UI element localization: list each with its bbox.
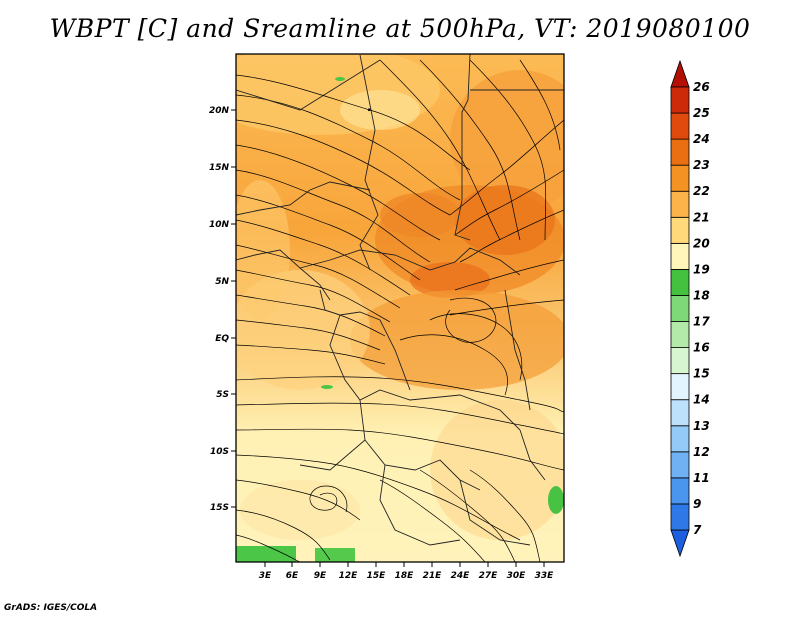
lon-tick-30E: 30E — [507, 562, 527, 581]
colorbar-label: 7 — [693, 523, 702, 537]
colorbar-segment — [670, 112, 690, 140]
colorbar-label: 26 — [693, 80, 710, 94]
colorbar-segment — [670, 503, 690, 531]
lat-tick-5S: 5S — [216, 390, 236, 400]
colorbar-label: 22 — [693, 184, 710, 198]
colorbar-segment — [670, 321, 690, 348]
svg-text:21E: 21E — [423, 571, 443, 581]
colorbar-label: 20 — [693, 236, 710, 250]
colorbar-label: 11 — [693, 471, 710, 485]
svg-text:6E: 6E — [286, 571, 299, 581]
colorbar-label: 15 — [693, 367, 710, 381]
colorbar-label: 24 — [693, 132, 710, 146]
lon-tick-33E: 33E — [535, 562, 555, 581]
svg-text:24E: 24E — [451, 571, 471, 581]
svg-text:10N: 10N — [209, 220, 230, 230]
svg-text:15E: 15E — [367, 571, 387, 581]
colorbar-label: 21 — [693, 210, 710, 224]
svg-text:3E: 3E — [259, 571, 272, 581]
streamlines — [236, 59, 564, 562]
colorbar-segment — [670, 86, 690, 114]
lat-tick-EQ: EQ — [215, 334, 236, 344]
colorbar-segment — [670, 269, 690, 296]
svg-text:30E: 30E — [507, 571, 527, 581]
colorbar-segment — [670, 477, 690, 505]
lon-tick-21E: 21E — [423, 562, 443, 581]
colorbar-segment — [670, 399, 690, 427]
lon-tick-12E: 12E — [339, 562, 359, 581]
colorbar-label: 13 — [693, 419, 710, 433]
lat-tick-10S: 10S — [210, 447, 236, 457]
colorbar-segment — [670, 451, 690, 479]
lat-tick-5N: 5N — [215, 277, 236, 287]
colorbar-segment — [670, 190, 690, 218]
colorbar-segment — [670, 138, 690, 166]
svg-text:15S: 15S — [210, 503, 229, 513]
svg-text:10S: 10S — [210, 447, 229, 457]
lon-axis: 3E 6E 9E 12E 15E 18E 21E 24E 27E 30E 33E — [259, 562, 554, 581]
lat-axis: 20N 15N 10N 5N EQ 5S 10S 15S — [209, 106, 236, 513]
svg-text:12E: 12E — [339, 571, 359, 581]
svg-text:20N: 20N — [209, 106, 230, 116]
colorbar-label: 12 — [693, 445, 710, 459]
lon-tick-6E: 6E — [286, 562, 299, 581]
svg-text:5S: 5S — [216, 390, 229, 400]
lat-tick-10N: 10N — [209, 220, 236, 230]
colorbar-label: 25 — [693, 106, 710, 120]
svg-text:27E: 27E — [479, 571, 499, 581]
colorbar-label: 23 — [693, 158, 710, 172]
svg-text:15N: 15N — [209, 163, 230, 173]
lon-tick-15E: 15E — [367, 562, 387, 581]
country-borders — [236, 54, 564, 546]
lon-tick-9E: 9E — [314, 562, 327, 581]
lat-tick-15N: 15N — [209, 163, 236, 173]
lon-tick-24E: 24E — [451, 562, 471, 581]
lon-tick-3E: 3E — [259, 562, 272, 581]
colorbar-segment — [670, 295, 690, 322]
lat-tick-20N: 20N — [209, 106, 236, 116]
colorbar-lower-extension — [670, 529, 690, 558]
colorbar-segment — [670, 242, 690, 270]
colorbar-label: 9 — [693, 497, 701, 511]
colorbar-label: 16 — [693, 341, 710, 355]
colorbar-segment — [670, 425, 690, 453]
map-frame — [235, 53, 565, 563]
lon-tick-18E: 18E — [395, 562, 415, 581]
colorbar: 7 9 11 12 13 14 15 16 17 18 19 20 21 22 23 24 25 26 — [670, 59, 710, 558]
colorbar-label: 17 — [693, 315, 710, 329]
colorbar-label: 19 — [693, 262, 710, 276]
colorbar-segment — [670, 347, 690, 375]
colorbar-label: 18 — [693, 288, 710, 302]
colorbar-label: 14 — [693, 393, 710, 407]
svg-text:EQ: EQ — [215, 334, 229, 344]
svg-text:5N: 5N — [215, 277, 229, 287]
svg-text:9E: 9E — [314, 571, 327, 581]
colorbar-upper-extension — [670, 59, 690, 88]
chart-title: WBPT [C] and Sreamline at 500hPa, VT: 20… — [49, 14, 751, 43]
grads-credit: GrADS: IGES/COLA — [4, 603, 98, 613]
colorbar-segment — [670, 373, 690, 401]
lat-tick-15S: 15S — [210, 503, 236, 513]
svg-text:33E: 33E — [535, 571, 555, 581]
lon-tick-27E: 27E — [479, 562, 499, 581]
svg-text:18E: 18E — [395, 571, 415, 581]
colorbar-segment — [670, 216, 690, 244]
colorbar-segment — [670, 164, 690, 192]
